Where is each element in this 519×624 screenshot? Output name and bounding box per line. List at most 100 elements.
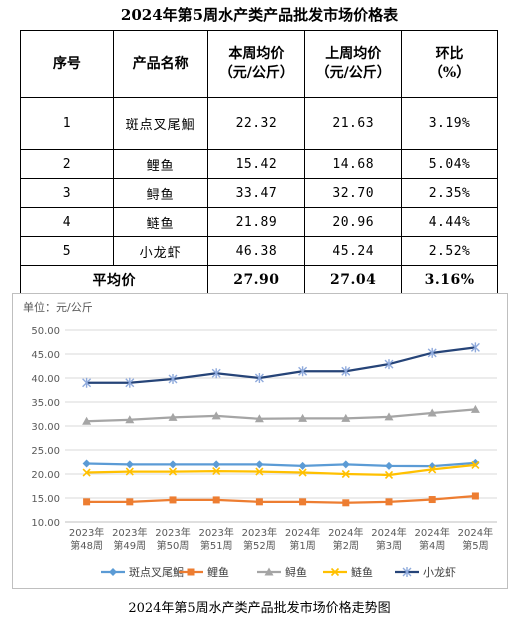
data-point [168,467,178,476]
y-tick-label: 20.00 [31,470,60,481]
y-tick-label: 40.00 [31,374,60,385]
average-row: 平均价 27.90 27.04 3.16% [19,265,498,295]
cell-name: 鲤鱼 [112,149,209,179]
chart-canvas: 单位：元/公斤 10.00 15.00 20.00 25.00 30.00 35.00 40… [23,300,497,579]
price-trend-chart: 单位：元/公斤 10.00 15.00 20.00 25.00 30.00 35.00 40… [12,293,508,589]
data-point [212,467,221,476]
cell-this-week: 21.89 [207,207,306,237]
cell-last-week: 14.68 [304,149,403,179]
cell-name: 鲟鱼 [112,178,209,208]
table-row: 3 鲟鱼 33.47 32.70 2.35% [20,178,498,208]
y-tick-label: 45.00 [31,350,60,361]
data-point [342,499,350,507]
cell-no: 5 [20,236,114,266]
data-point [428,465,437,474]
x-tick-label: 第4周 [419,539,445,552]
cell-name: 小龙虾 [112,236,209,266]
data-point [384,359,394,370]
cell-no: 3 [20,178,114,208]
x-tick-label: 第1周 [289,539,315,552]
average-label: 平均价 [19,265,209,295]
legend-label: 斑点叉尾鮰 [129,565,184,579]
x-tick-label: 2024年 [458,526,493,539]
data-point [427,408,437,417]
legend-label: 鲤鱼 [207,565,229,579]
data-point [470,404,480,413]
cell-change: 2.52% [401,236,498,266]
cell-no: 1 [20,97,114,150]
header-this-week: 本周均价 （元/公斤） [207,30,306,98]
data-point [169,496,177,504]
header-name: 产品名称 [112,30,209,98]
table-row: 2 鲤鱼 15.42 14.68 5.04% [20,149,498,179]
series-line [86,463,476,477]
data-point [82,416,92,425]
cell-last-week: 45.24 [304,236,403,266]
header-last-week: 上周均价 （元/公斤） [304,30,403,98]
data-point [299,498,307,506]
y-tick-label: 35.00 [31,398,60,409]
cell-no: 4 [20,207,114,237]
y-tick-label: 50.00 [31,326,60,337]
data-point [298,366,308,377]
data-point [341,366,351,377]
data-point [125,415,135,424]
cell-change: 5.04% [401,149,498,179]
data-point [212,496,220,504]
data-point [125,377,135,388]
x-tick-label: 2023年 [242,526,277,539]
data-point [125,467,134,476]
document-title: 2024年第5周水产类产品批发市场价格表 [120,6,399,24]
table-row: 4 鲢鱼 21.89 20.96 4.44% [20,207,498,237]
data-point [82,377,92,388]
x-tick-label: 第49周 [113,539,146,552]
header-no: 序号 [20,30,114,98]
data-point [254,414,264,423]
legend-label: 鲟鱼 [285,565,307,579]
data-point [169,460,177,469]
data-point [428,496,436,504]
cell-this-week: 22.32 [207,97,306,150]
x-tick-label: 第2周 [333,539,359,552]
series-line [86,461,476,468]
y-tick-label: 15.00 [31,494,60,505]
data-point [255,460,264,469]
x-tick-label: 第52周 [243,539,276,552]
table-row: 5 小龙虾 46.38 45.24 2.52% [20,236,498,266]
cell-no: 2 [20,149,114,179]
data-point [427,347,437,358]
cell-change: 4.44% [401,207,498,237]
data-point [126,498,134,506]
legend-marker [187,568,195,576]
legend-marker [330,567,340,577]
cell-this-week: 46.38 [207,236,306,266]
legend-marker [264,567,274,576]
x-tick-label: 2023年 [112,526,147,539]
y-tick-label: 10.00 [31,518,60,529]
data-point [470,342,480,353]
header-change: 环比 （%） [401,30,498,98]
data-point [471,458,480,467]
data-point [254,373,264,383]
data-point [298,461,307,470]
data-point [212,460,221,469]
x-tick-label: 2024年 [285,526,320,539]
cell-name: 鲢鱼 [112,207,209,237]
data-point [255,467,264,476]
x-tick-label: 第51周 [200,539,233,552]
x-tick-label: 2023年 [155,526,190,539]
data-point [211,368,221,379]
cell-change: 3.19% [401,97,498,150]
x-tick-label: 第5周 [462,539,488,552]
x-tick-label: 2024年 [371,526,406,539]
data-point [385,498,393,506]
y-tick-label: 25.00 [31,446,60,457]
chart-caption: 2024年第5周水产类产品批发市场价格走势图 [128,601,391,616]
average-change: 3.16% [401,265,498,295]
x-tick-label: 第50周 [157,539,190,552]
x-tick-label: 第3周 [376,539,402,552]
cell-name: 斑点叉尾鮰 [112,97,209,150]
cell-last-week: 21.63 [304,97,403,150]
average-this-week: 27.90 [207,265,306,295]
data-point [341,460,350,469]
